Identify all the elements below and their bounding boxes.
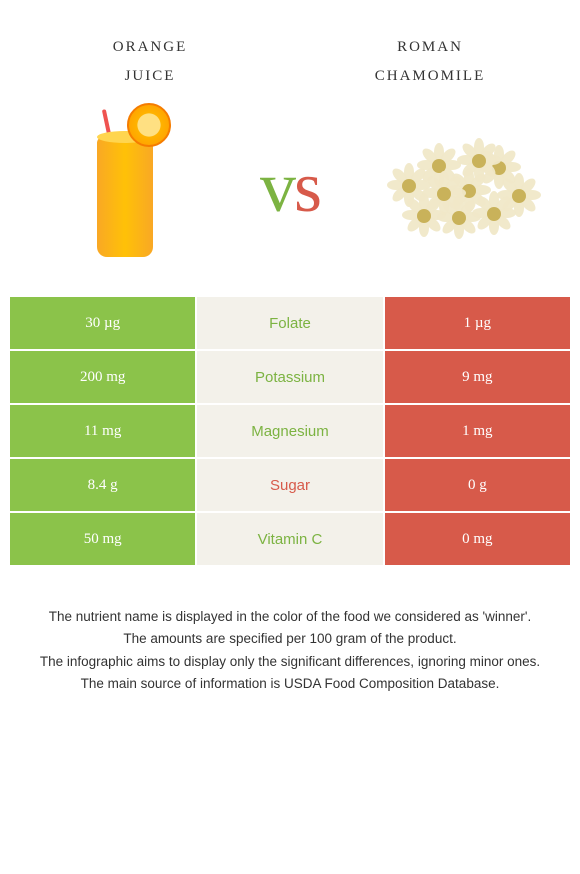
left-value-cell: 30 µg — [10, 297, 197, 351]
right-value-cell: 1 µg — [383, 297, 570, 351]
footnote-line: The infographic aims to display only the… — [20, 652, 560, 672]
header: orange juice roman chamomile — [0, 0, 580, 97]
footnote-line: The main source of information is USDA F… — [20, 674, 560, 694]
left-food-title: orange juice — [50, 30, 250, 87]
table-row: 30 µgFolate1 µg — [10, 297, 570, 351]
right-food-title: roman chamomile — [330, 30, 530, 87]
footnotes: The nutrient name is displayed in the co… — [0, 567, 580, 694]
chamomile-image — [380, 102, 530, 272]
vs-letter-s: s — [294, 147, 320, 227]
right-value-cell: 1 mg — [383, 405, 570, 459]
table-row: 50 mgVitamin C0 mg — [10, 513, 570, 567]
right-value-cell: 0 g — [383, 459, 570, 513]
nutrient-label-cell: Sugar — [197, 459, 382, 513]
left-title-line2: juice — [50, 59, 250, 88]
nutrient-label-cell: Magnesium — [197, 405, 382, 459]
left-title-line1: orange — [50, 30, 250, 59]
footnote-line: The nutrient name is displayed in the co… — [20, 607, 560, 627]
table-row: 8.4 gSugar0 g — [10, 459, 570, 513]
vs-label: vs — [260, 146, 320, 229]
right-value-cell: 0 mg — [383, 513, 570, 567]
left-value-cell: 50 mg — [10, 513, 197, 567]
vs-letter-v: v — [260, 147, 294, 227]
nutrient-label-cell: Vitamin C — [197, 513, 382, 567]
hero-row: vs — [0, 97, 580, 297]
left-value-cell: 8.4 g — [10, 459, 197, 513]
nutrient-label-cell: Folate — [197, 297, 382, 351]
right-title-line2: chamomile — [330, 59, 530, 88]
right-value-cell: 9 mg — [383, 351, 570, 405]
table-row: 11 mgMagnesium1 mg — [10, 405, 570, 459]
right-title-line1: roman — [330, 30, 530, 59]
table-row: 200 mgPotassium9 mg — [10, 351, 570, 405]
orange-juice-image — [50, 102, 200, 272]
footnote-line: The amounts are specified per 100 gram o… — [20, 629, 560, 649]
left-value-cell: 11 mg — [10, 405, 197, 459]
nutrient-label-cell: Potassium — [197, 351, 382, 405]
left-value-cell: 200 mg — [10, 351, 197, 405]
nutrient-table: 30 µgFolate1 µg200 mgPotassium9 mg11 mgM… — [10, 297, 570, 567]
